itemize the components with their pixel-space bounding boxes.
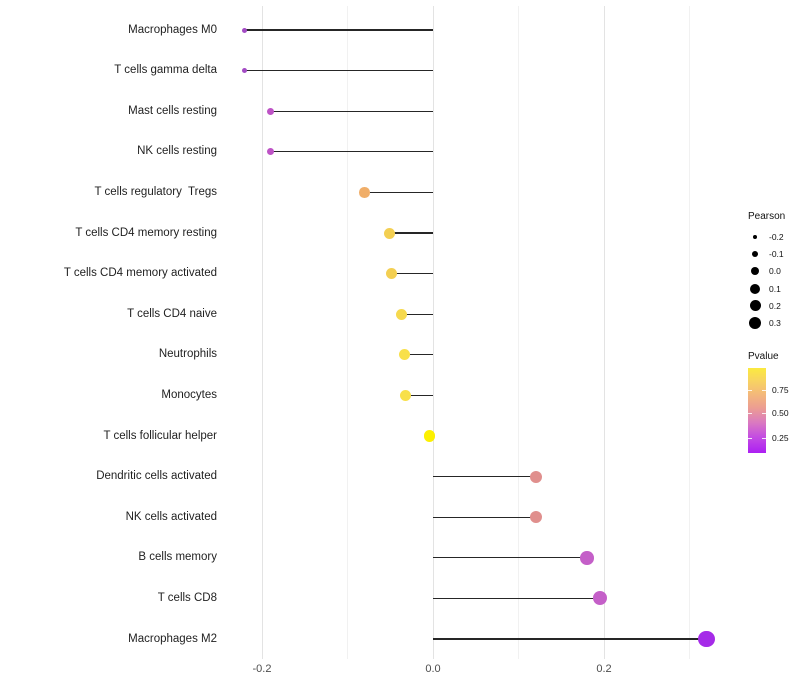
gridline-major	[603, 6, 605, 659]
legend-key	[748, 300, 762, 312]
y-axis-label: B cells memory	[138, 551, 217, 564]
legend-size-label: 0.0	[769, 266, 781, 277]
gridline-major	[432, 6, 434, 659]
legend-size-dot	[753, 234, 757, 239]
gridline-minor	[518, 6, 519, 659]
stem-segment	[401, 313, 433, 315]
legend-key	[748, 266, 762, 276]
legend-size-label: 0.1	[769, 283, 781, 294]
legend-size-dot	[748, 316, 762, 330]
legend-size-label: 0.3	[769, 318, 781, 329]
legend-pearson: Pearson -0.2 -0.1 0.0 0.1 0.2 0.3	[748, 211, 785, 332]
legend-key	[748, 283, 762, 294]
data-point-dot	[400, 389, 412, 401]
y-axis-label: T cells CD4 naive	[127, 307, 217, 320]
colorbar-tick	[748, 437, 752, 439]
y-axis-label: Neutrophils	[158, 348, 217, 361]
stem-segment	[391, 272, 433, 275]
y-axis-label: Macrophages M2	[128, 632, 217, 645]
x-axis-tick-label: 0.0	[425, 663, 441, 675]
legend-pearson-item: 0.3	[748, 314, 785, 331]
legend-size-dot	[751, 250, 759, 258]
y-axis-label: T cells CD4 memory activated	[63, 267, 217, 280]
data-point-dot	[359, 187, 370, 198]
y-axis-label: T cells CD4 memory resting	[75, 226, 217, 239]
legend-pvalue: Pvalue 0.75 0.50 0.25	[748, 351, 789, 453]
stem-segment	[433, 475, 536, 478]
pvalue-colorbar: 0.75 0.50 0.25	[748, 368, 789, 453]
data-point-dot	[423, 430, 436, 442]
stem-segment	[404, 354, 433, 356]
data-point-dot	[383, 227, 395, 239]
stem-segment	[389, 232, 433, 234]
legend-key	[748, 250, 762, 258]
legend-key	[748, 316, 762, 330]
y-axis-label: T cells gamma delta	[114, 64, 217, 77]
data-point-dot	[580, 551, 594, 565]
legend-key	[748, 234, 762, 239]
legend-pearson-items: -0.2 -0.1 0.0 0.1 0.2 0.3	[748, 228, 785, 332]
gridline-minor	[689, 6, 690, 659]
gridline-major	[261, 6, 263, 659]
colorbar-tick	[762, 390, 766, 392]
y-axis-label: T cells CD8	[157, 591, 217, 604]
legend-size-dot	[749, 300, 761, 312]
y-axis-label: Mast cells resting	[128, 104, 217, 117]
data-point-dot	[529, 470, 542, 483]
colorbar-tick-label: 0.25	[772, 432, 789, 443]
gridline-minor	[347, 6, 348, 659]
y-axis-label: Monocytes	[161, 388, 217, 401]
colorbar-tick	[762, 413, 766, 415]
y-axis-label: T cells regulatory Tregs	[94, 185, 217, 198]
y-axis-label: NK cells activated	[125, 510, 217, 523]
data-point-dot	[267, 107, 275, 115]
y-axis-label: Dendritic cells activated	[96, 470, 217, 483]
data-point-dot	[399, 349, 411, 361]
y-axis-label: NK cells resting	[137, 145, 217, 158]
colorbar-tick-label: 0.50	[772, 408, 789, 419]
colorbar-tick	[762, 437, 766, 439]
stem-segment	[405, 394, 433, 397]
legend-size-dot	[750, 266, 760, 276]
data-point-dot	[592, 591, 607, 606]
colorbar-tick	[748, 413, 752, 415]
legend-size-label: -0.2	[769, 231, 784, 242]
data-point-dot	[267, 148, 275, 156]
legend-pearson-item: 0.1	[748, 280, 785, 297]
legend-pearson-item: -0.2	[748, 228, 785, 245]
stem-segment	[270, 110, 433, 112]
legend-pearson-item: 0.0	[748, 263, 785, 280]
stem-segment	[270, 151, 433, 153]
plot-panel	[223, 6, 737, 659]
stem-segment	[244, 29, 433, 31]
x-axis-tick-label: 0.2	[596, 663, 612, 675]
y-axis-label: Macrophages M0	[128, 23, 217, 36]
stem-segment	[433, 597, 600, 600]
data-point-dot	[529, 511, 542, 524]
x-axis-tick-label: -0.2	[252, 663, 272, 675]
legend-pearson-item: -0.1	[748, 245, 785, 262]
stem-segment	[433, 516, 536, 518]
stem-segment	[244, 69, 433, 72]
stem-segment	[433, 638, 707, 640]
legend-size-dot	[750, 283, 760, 294]
legend-pvalue-title: Pvalue	[748, 351, 779, 362]
y-axis-label: T cells follicular helper	[103, 429, 217, 442]
legend-pearson-title: Pearson	[748, 211, 786, 222]
legend-size-label: -0.1	[769, 248, 784, 259]
data-point-dot	[242, 68, 248, 74]
data-point-dot	[385, 268, 397, 280]
legend-size-label: 0.2	[769, 300, 781, 311]
data-point-dot	[242, 27, 248, 33]
colorbar-tick-label: 0.75	[772, 385, 789, 396]
colorbar-tick	[748, 390, 752, 392]
data-point-dot	[698, 630, 715, 648]
stem-segment	[364, 191, 433, 194]
data-point-dot	[395, 308, 407, 320]
stem-segment	[433, 557, 587, 559]
legend-pearson-item: 0.2	[748, 297, 785, 314]
